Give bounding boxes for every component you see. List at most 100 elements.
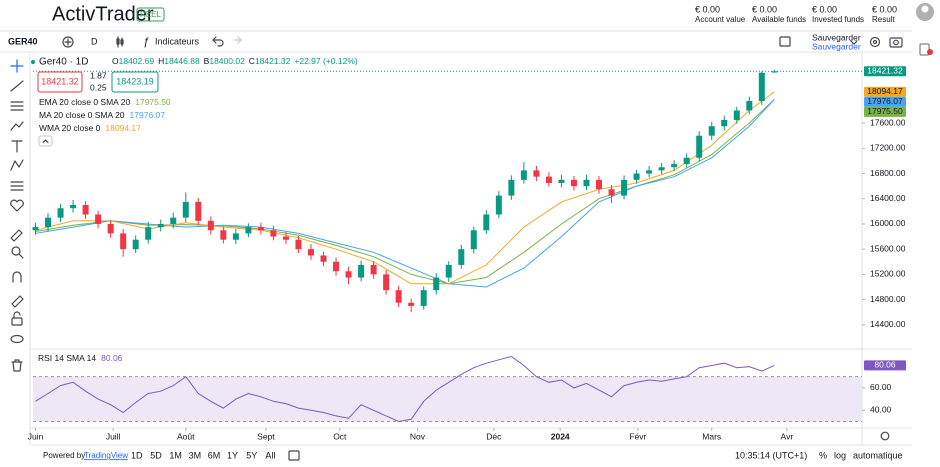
rsi-legend: RSI 14 SMA 14 80.06 — [38, 353, 123, 363]
tool-shapes[interactable] — [10, 199, 24, 212]
price-badge-label: 17975.50 — [867, 106, 903, 116]
indicator-value: 17976.07 — [130, 110, 166, 120]
bid-price: 18421.32 — [41, 76, 79, 86]
tool-magnet[interactable] — [12, 271, 22, 283]
settings[interactable] — [869, 36, 881, 48]
rsi-name: RSI 14 SMA 14 — [38, 353, 96, 363]
tool-zoom[interactable] — [11, 246, 21, 256]
undo[interactable] — [212, 36, 224, 47]
indicators-button[interactable]: Indicateurs — [155, 36, 200, 46]
tool-forecast[interactable] — [10, 181, 24, 191]
candle-body — [295, 239, 302, 250]
candle-body — [207, 220, 214, 231]
candle-body — [433, 277, 440, 291]
candle-body — [420, 290, 427, 306]
log-toggle[interactable]: log — [834, 450, 846, 460]
x-tick-label: Juin — [28, 431, 44, 441]
snapshot[interactable] — [889, 37, 903, 48]
candle-body — [345, 271, 352, 278]
range-button[interactable]: 5Y — [246, 450, 257, 460]
tool-pattern[interactable] — [10, 159, 24, 171]
price-badge-label: 17976.07 — [867, 96, 903, 106]
date-range[interactable] — [288, 450, 300, 461]
symbol[interactable]: GER40 — [8, 36, 38, 46]
range-button[interactable]: 5D — [150, 450, 162, 460]
ohlc-key: H — [158, 56, 164, 66]
indicator-name: WMA 20 close 0 — [39, 123, 101, 133]
tool-measure[interactable] — [10, 229, 23, 242]
brand-link[interactable]: TradingView — [84, 451, 128, 460]
time-axis-settings[interactable] — [880, 431, 890, 441]
range-button[interactable]: 1Y — [227, 450, 238, 460]
account-value: € 0.00 — [695, 4, 720, 14]
interval[interactable]: D — [91, 36, 98, 46]
spread: 1.87 — [90, 70, 107, 80]
add-symbol[interactable] — [62, 36, 74, 48]
save[interactable]: Sauvegarder — [812, 32, 861, 42]
tool-brush[interactable] — [10, 121, 24, 131]
candle-body — [45, 217, 52, 228]
indicator-legend: EMA 20 close 0 SMA 20 17975.50 — [39, 97, 171, 107]
tool-stay[interactable] — [11, 295, 24, 308]
save-menu[interactable] — [850, 40, 858, 45]
candle-body — [520, 170, 527, 180]
candle-body — [495, 195, 502, 215]
redo[interactable] — [234, 36, 242, 44]
legend-collapse[interactable] — [38, 135, 53, 147]
tool-hide[interactable] — [10, 334, 24, 344]
percent-toggle[interactable]: % — [819, 450, 827, 460]
tool-lock[interactable] — [11, 317, 23, 326]
clock: 10:35:14 (UTC+1) — [735, 450, 807, 460]
ohlc-value: 18446.88 — [164, 56, 200, 66]
auto-toggle[interactable]: automatique — [853, 450, 903, 460]
range-button[interactable]: 1M — [169, 450, 182, 460]
candle-body — [633, 173, 640, 180]
powered-by: Powered by — [43, 451, 85, 460]
x-tick-label: Mars — [702, 431, 721, 441]
tool-delete[interactable] — [11, 359, 23, 372]
layout-icon[interactable] — [779, 36, 791, 47]
range-button[interactable]: 3M — [189, 450, 202, 460]
rsi-y-tick-label: 40.00 — [870, 405, 892, 415]
save-sub: Sauvegarder — [812, 41, 861, 51]
chart-style[interactable] — [116, 36, 124, 48]
y-tick-label: 14800.00 — [870, 294, 906, 304]
x-tick-label: Déc — [486, 431, 502, 441]
candle-body — [32, 227, 39, 231]
candle-body — [395, 290, 402, 303]
ohlc-value: 18400.02 — [209, 56, 245, 66]
y-tick-label: 15600.00 — [870, 243, 906, 253]
buy-button[interactable] — [111, 71, 159, 93]
price-badge-label: 18094.17 — [867, 86, 903, 96]
price-badge — [864, 96, 906, 107]
trade-size[interactable]: 0.25 — [90, 82, 107, 92]
tool-text[interactable] — [11, 140, 23, 153]
range-button[interactable]: All — [265, 450, 275, 460]
candle-body — [270, 230, 277, 237]
tool-line[interactable] — [10, 80, 24, 92]
range-button[interactable]: 6M — [208, 450, 221, 460]
candle-body — [157, 223, 164, 228]
x-tick-label: Août — [177, 431, 195, 441]
side-icon-dot — [927, 49, 933, 55]
account-value: € 0.00 — [812, 4, 837, 14]
tool-cross[interactable] — [10, 59, 24, 73]
badge: RÉEL — [140, 10, 161, 19]
ohlc-legend: O18402.69 H18446.88 B18400.02 C18421.32 +22.… — [112, 56, 358, 66]
candle-body — [683, 157, 690, 165]
indicator-legend: WMA 20 close 0 18094.17 — [39, 123, 141, 133]
candle-body — [182, 201, 189, 218]
tool-fib[interactable] — [10, 101, 24, 111]
indicator-legend: MA 20 close 0 SMA 20 17976.07 — [39, 110, 165, 120]
price-badge — [864, 66, 906, 77]
range-button[interactable]: 1D — [131, 450, 143, 460]
rsi-y-tick-label: 60.00 — [870, 382, 892, 392]
price-badge — [864, 106, 906, 117]
logo[interactable]: ActivTrader — [52, 3, 154, 25]
account-value: € 0.00 — [872, 4, 897, 14]
sell-button[interactable] — [37, 71, 83, 93]
rsi-value: 80.06 — [101, 353, 123, 363]
x-tick-label: Nov — [410, 431, 426, 441]
